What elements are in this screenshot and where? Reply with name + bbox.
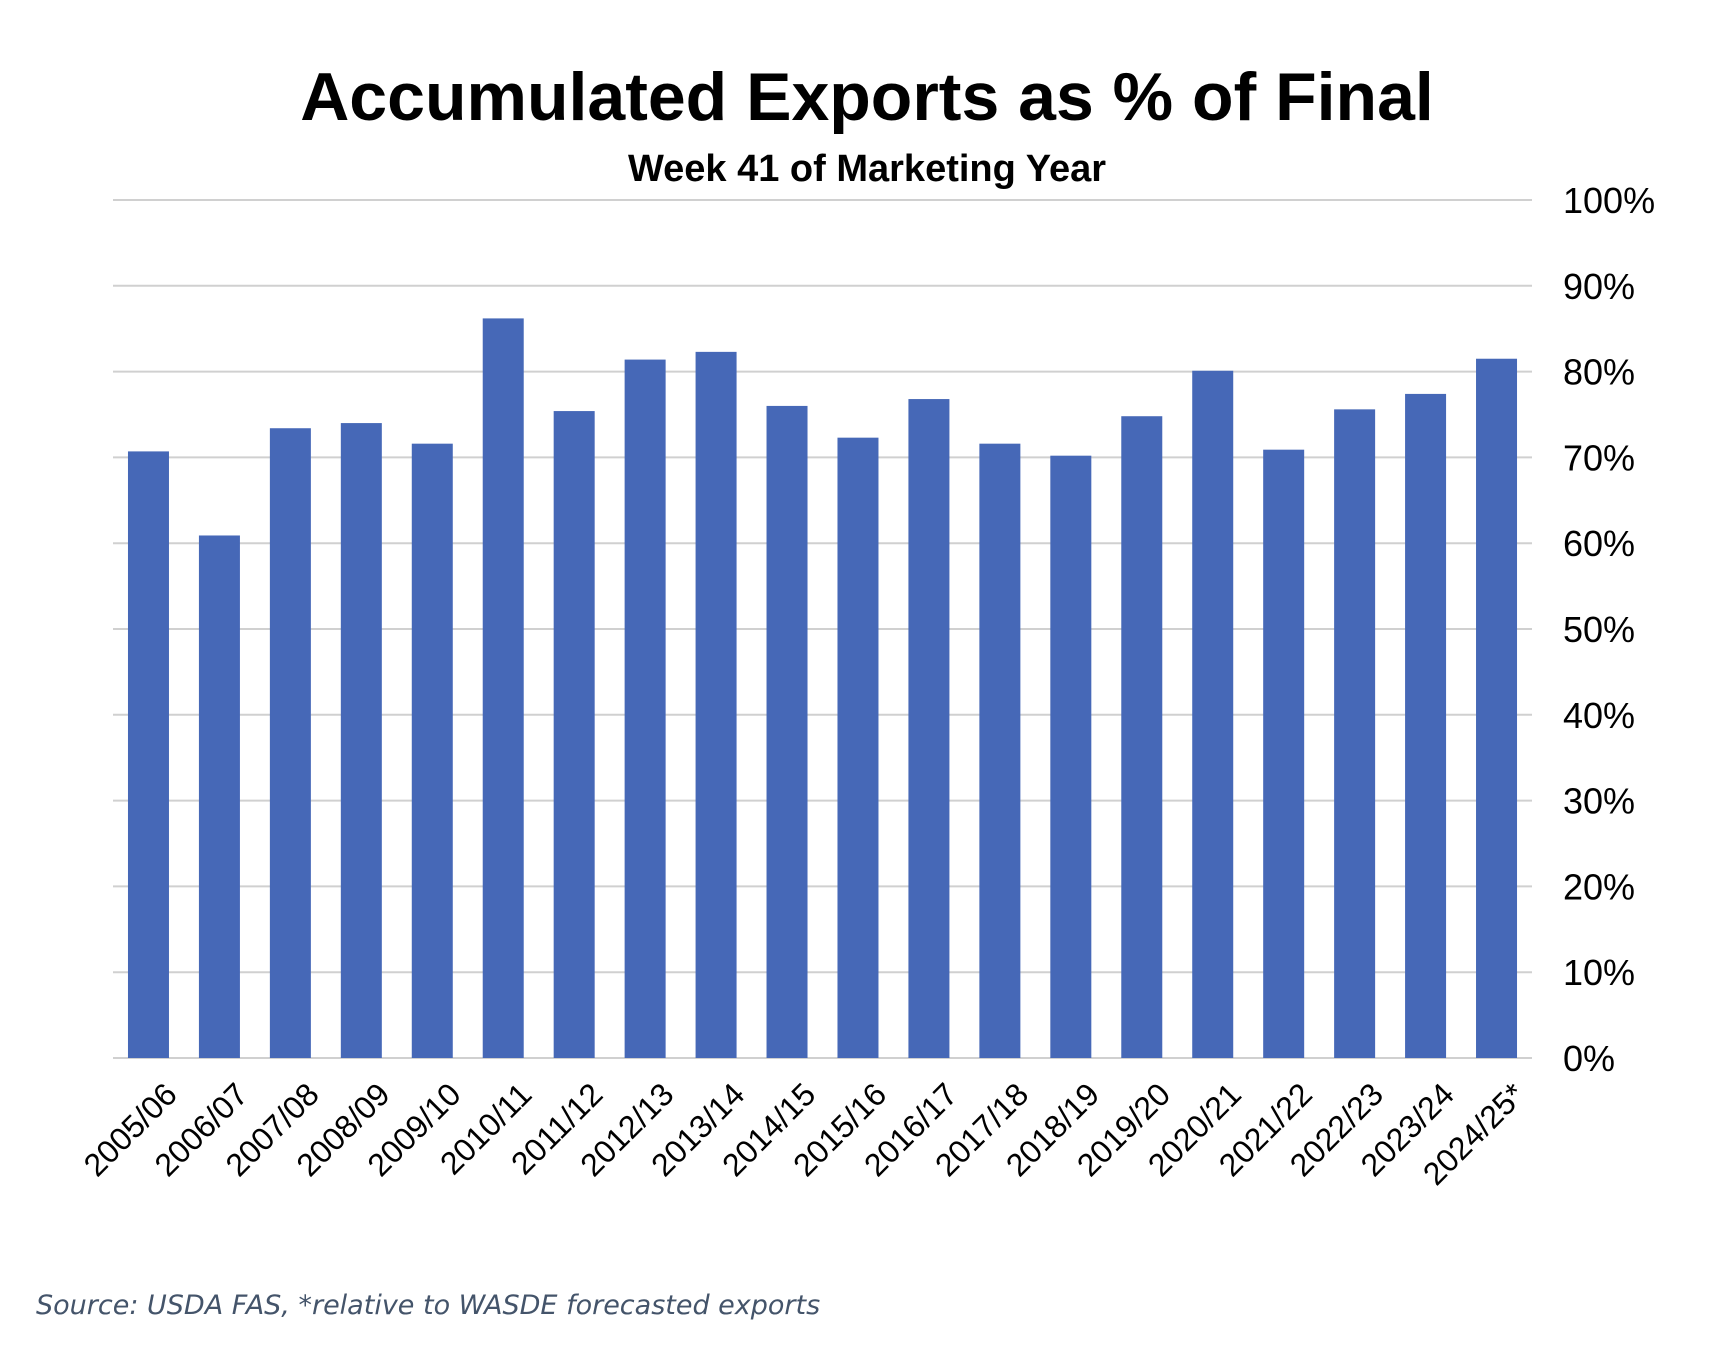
gridlines [113,199,1532,1059]
y-tick-label: 20% [1563,866,1635,907]
y-tick-label: 100% [1563,180,1655,221]
bar [1263,449,1305,1059]
bar [1405,393,1447,1059]
bar [482,318,524,1058]
bar [766,405,808,1058]
y-tick-label: 30% [1563,781,1635,822]
bars [127,318,1518,1059]
source-footnote: Source: USDA FAS, *relative to WASDE for… [36,1290,821,1321]
y-tick-label: 0% [1563,1038,1615,1079]
bar [1476,358,1518,1059]
bar [340,423,382,1059]
bar [1050,455,1092,1059]
y-tick-label: 10% [1563,952,1635,993]
y-tick-label: 80% [1563,352,1635,393]
bar [269,428,311,1058]
bar [1192,370,1234,1058]
chart-title: Accumulated Exports as % of Final [300,59,1434,135]
chart-subtitle: Week 41 of Marketing Year [627,148,1107,190]
bar [127,451,169,1058]
bar [908,399,950,1058]
bar [837,437,879,1058]
y-tick-label: 40% [1563,695,1635,736]
bar [979,443,1021,1058]
bar [1121,416,1163,1058]
y-tick-label: 90% [1563,266,1635,307]
y-tick-label: 60% [1563,523,1635,564]
bar [695,351,737,1059]
bar [624,359,666,1058]
y-tick-label: 50% [1563,609,1635,650]
y-axis-tick-labels: 0% 10% 20% 30% 40% 50% 60% 70% 80% 90% 100% [1563,180,1655,1079]
y-tick-label: 70% [1563,437,1635,478]
bar [1334,409,1376,1058]
bar [198,535,240,1058]
bar [553,411,595,1058]
x-axis-tick-labels: 2005/062006/072007/082008/092009/102010/… [77,1076,1532,1192]
bar [411,443,453,1058]
